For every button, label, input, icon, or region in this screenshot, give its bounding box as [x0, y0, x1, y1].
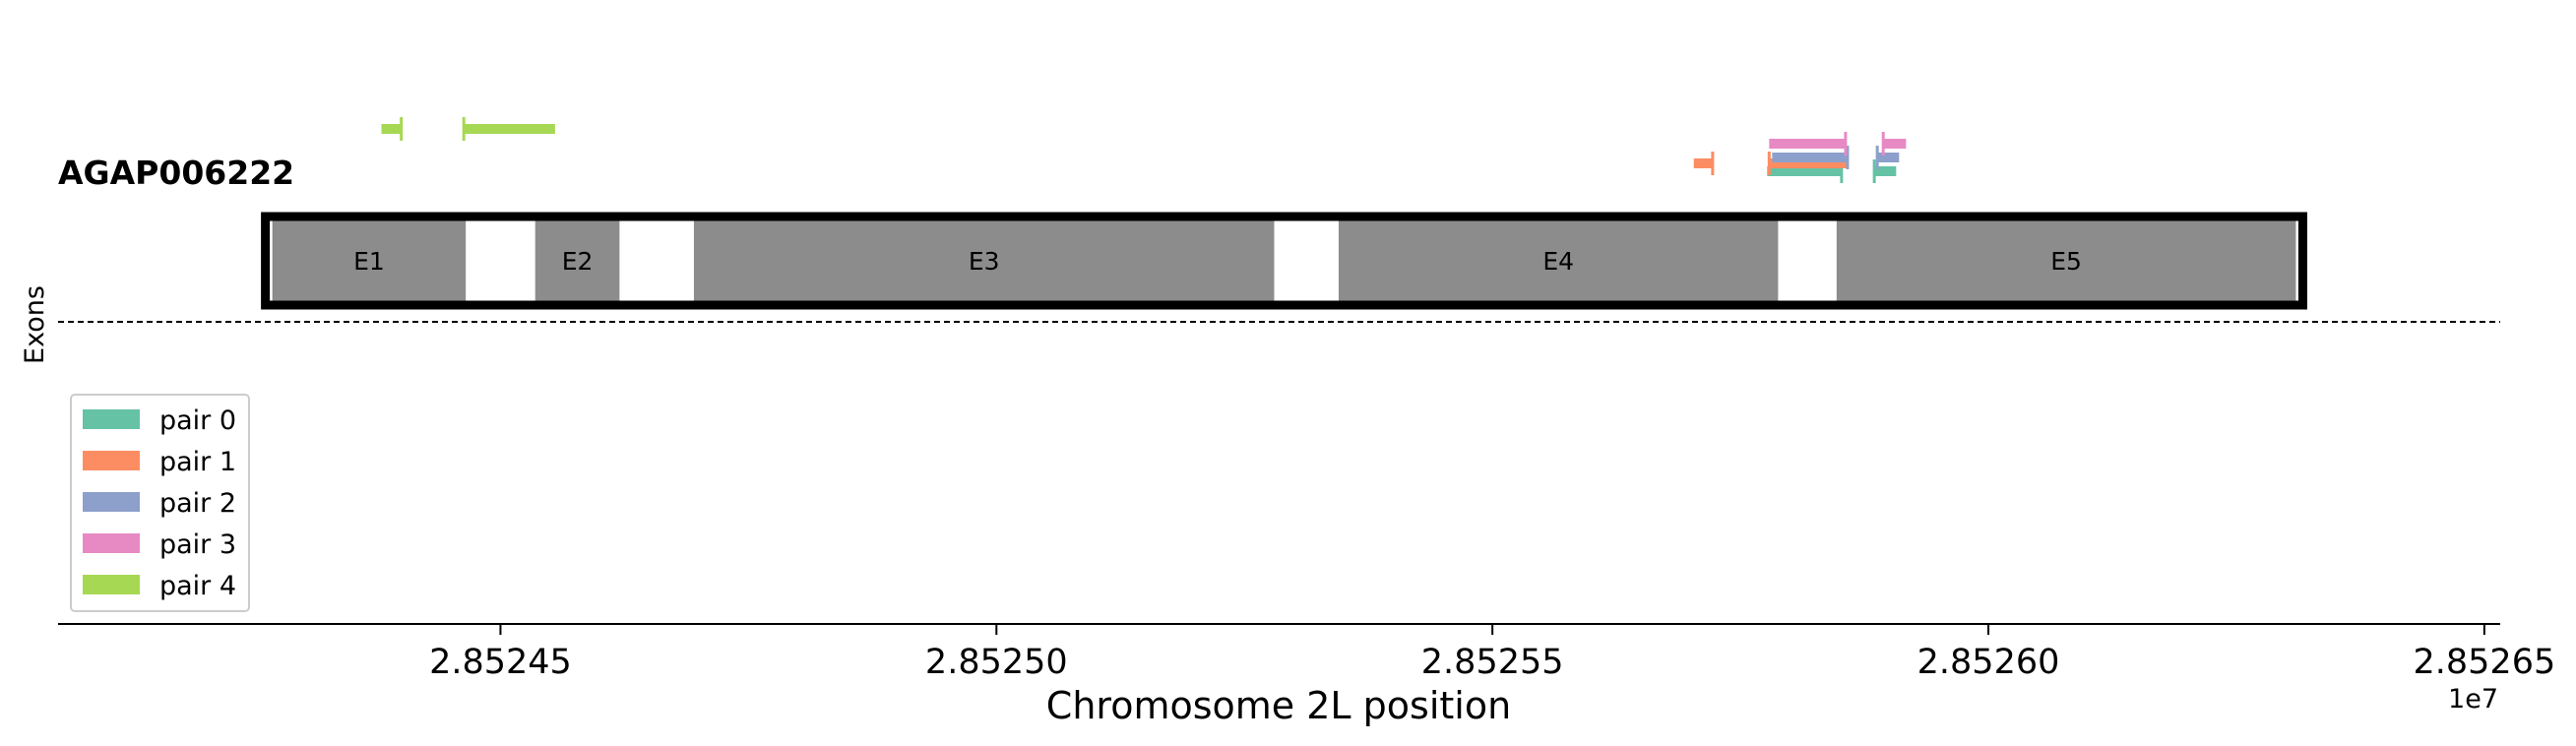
x-axis-label: Chromosome 2L position — [1046, 684, 1511, 727]
primer-pair-1 — [1693, 152, 1848, 175]
x-axis-ticks: 2.85245 2.85250 2.85255 2.85260 2.85265 — [429, 624, 2555, 682]
exon-label-e3: E3 — [969, 247, 1000, 276]
legend-swatch-pair-3 — [83, 533, 140, 553]
exon-e1 — [272, 217, 467, 305]
exon-e3 — [693, 217, 1275, 305]
pair-2-reverse-primer — [1877, 153, 1900, 162]
primer-track — [381, 117, 1907, 183]
exon-track: E1 E2 E3 E4 E5 — [261, 212, 2307, 310]
pair-3-reverse-primer — [1883, 139, 1907, 149]
legend-label-pair-4: pair 4 — [159, 571, 236, 601]
legend-label-pair-0: pair 0 — [159, 405, 236, 436]
gene-title: AGAP006222 — [58, 154, 294, 192]
legend-swatch-pair-1 — [83, 451, 140, 470]
exon-label-e4: E4 — [1542, 247, 1574, 276]
legend-frame — [70, 394, 250, 612]
y-axis-label: Exons — [20, 285, 50, 364]
legend-label-pair-3: pair 3 — [159, 529, 236, 560]
legend-swatch-pair-0 — [83, 409, 140, 429]
x-tick-label-4: 2.85265 — [2414, 643, 2556, 682]
exon-e2 — [534, 217, 620, 305]
x-tick-label-3: 2.85260 — [1917, 643, 2060, 682]
pair-0-reverse-primer — [1874, 166, 1897, 176]
legend-swatch-pair-2 — [83, 492, 140, 512]
x-tick-label-1: 2.85250 — [925, 643, 1068, 682]
pair-0-forward-primer — [1767, 166, 1842, 176]
pair-1-forward-primer — [1693, 158, 1713, 168]
legend: pair 0 pair 1 pair 2 pair 3 pair 4 — [70, 394, 250, 612]
legend-label-pair-2: pair 2 — [159, 488, 236, 519]
x-axis-offset-label: 1e7 — [2448, 684, 2498, 715]
pair-1-reverse-primer — [1769, 158, 1848, 168]
exon-e5 — [1836, 217, 2296, 305]
exon-e4 — [1338, 217, 1779, 305]
pair-3-forward-primer — [1769, 139, 1846, 149]
x-tick-label-2: 2.85255 — [1421, 643, 1564, 682]
exon-label-e5: E5 — [2050, 247, 2082, 276]
pair-2-forward-primer — [1772, 153, 1848, 162]
pair-4-forward-primer — [381, 124, 402, 134]
exon-label-e1: E1 — [353, 247, 385, 276]
primer-pair-2 — [1772, 146, 1900, 169]
pair-4-reverse-primer — [464, 124, 555, 134]
primer-pair-3 — [1769, 132, 1907, 155]
exon-label-e2: E2 — [562, 247, 594, 276]
legend-swatch-pair-4 — [83, 575, 140, 594]
primer-pair-4 — [381, 117, 555, 141]
legend-label-pair-1: pair 1 — [159, 447, 236, 477]
gene-outline — [261, 212, 2307, 310]
x-tick-label-0: 2.85245 — [429, 643, 572, 682]
